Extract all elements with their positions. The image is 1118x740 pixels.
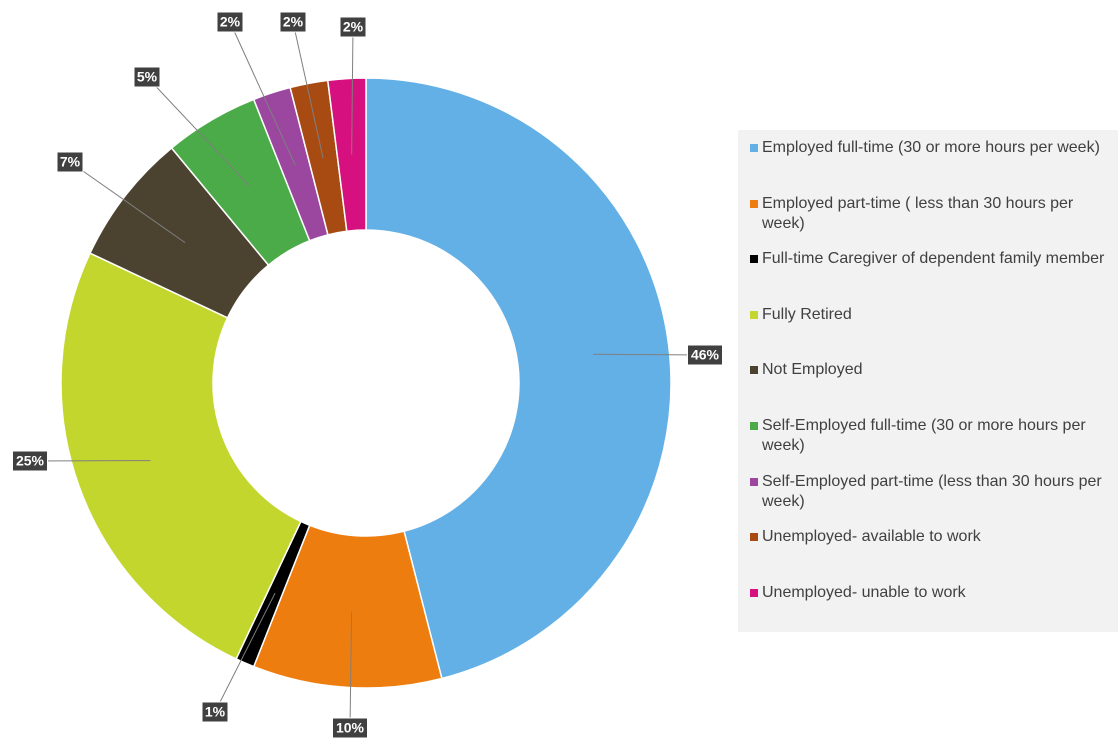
legend-entry: Fully Retired xyxy=(750,305,1105,325)
legend-swatch xyxy=(750,255,758,264)
leader-line xyxy=(229,21,296,166)
data-label-box xyxy=(339,16,367,38)
leader-line xyxy=(593,353,706,356)
leader-line xyxy=(214,592,276,713)
legend-entry: Not Employed xyxy=(750,360,1105,380)
legend-label: Fully Retired xyxy=(762,305,852,323)
legend: Employed full-time (30 or more hours per… xyxy=(738,130,1118,632)
leader-line xyxy=(292,21,324,159)
data-label-box xyxy=(332,717,368,739)
legend-label: Unemployed- available to work xyxy=(762,528,981,546)
legend-entry: Employed part-time ( less than 30 hours … xyxy=(750,194,1105,234)
data-label: 25% xyxy=(16,453,45,469)
data-label: 46% xyxy=(691,347,720,363)
data-label: 7% xyxy=(60,154,81,170)
data-label-box xyxy=(201,701,229,723)
legend-label: Employed full-time (30 or more hours per… xyxy=(762,139,1100,156)
legend-swatch xyxy=(750,477,758,486)
legend-swatch xyxy=(750,366,758,375)
data-label-box xyxy=(279,11,307,33)
data-label-box xyxy=(12,450,48,472)
legend-entry: Unemployed- unable to work xyxy=(750,583,1105,603)
leader-line xyxy=(146,76,250,187)
data-label-box xyxy=(216,11,244,33)
chart: 46% 10% 1% 25% 7% 5% 2% 2% 2% xyxy=(12,11,723,739)
data-label-box xyxy=(133,66,161,88)
legend-label: Unemployed- unable to work xyxy=(762,583,966,601)
donut-segment xyxy=(326,77,367,233)
data-label: 2% xyxy=(220,14,241,30)
data-label: 10% xyxy=(336,720,365,736)
legend-entry: Employed full-time (30 or more hours per… xyxy=(750,138,1105,158)
data-label: 2% xyxy=(283,14,304,30)
legend-label: Full-time Caregiver of dependent family … xyxy=(762,250,1105,268)
leader-line xyxy=(349,611,353,729)
donut-segment xyxy=(365,77,672,680)
leader-line xyxy=(351,26,354,155)
legend-swatch xyxy=(750,310,758,319)
legend-label: Self-Employed full-time (30 or more hour… xyxy=(762,417,1086,454)
legend-label: Employed part-time ( less than 30 hours … xyxy=(762,194,1074,232)
legend-swatch xyxy=(750,422,758,430)
data-label: 2% xyxy=(343,19,364,35)
data-label-box xyxy=(687,344,723,366)
data-label: 5% xyxy=(137,69,158,85)
legend-swatch xyxy=(750,144,758,152)
legend-label: Not Employed xyxy=(762,361,863,379)
legend-entry: Unemployed- available to work xyxy=(750,527,1105,547)
legend-swatch xyxy=(750,533,758,542)
legend-swatch xyxy=(750,199,758,208)
legend-label: Self-Employed part-time (less than 30 ho… xyxy=(762,472,1102,510)
legend-entry: Self-Employed full-time (30 or more hour… xyxy=(750,416,1105,456)
legend-entry: Self-Employed part-time (less than 30 ho… xyxy=(750,472,1105,512)
data-label-box xyxy=(56,151,84,173)
data-label: 1% xyxy=(205,704,226,720)
leader-line xyxy=(69,161,186,244)
donut-segment xyxy=(60,252,302,660)
legend-entry: Full-time Caregiver of dependent family … xyxy=(750,249,1105,269)
legend-swatch xyxy=(750,588,758,597)
